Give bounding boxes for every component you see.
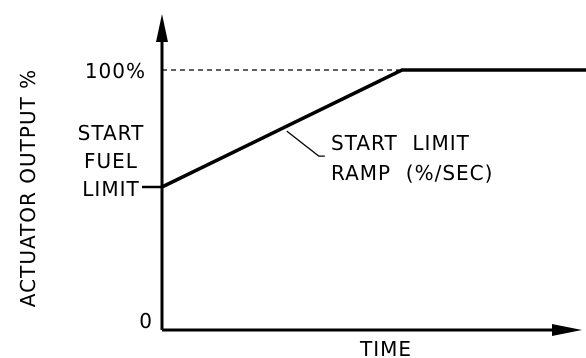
y-tick-label-0: 0 [139,309,153,333]
annotation-limit: LIMIT [82,177,139,201]
annotation-fuel: FUEL [84,149,138,173]
annotation-ramp-rate: RAMP (%/SEC) [331,161,493,185]
y-axis-label: ACTUATOR OUTPUT % [16,69,40,307]
x-axis-label: TIME [359,337,412,358]
x-axis-arrowhead [552,324,582,336]
annotation-start-limit: START LIMIT [331,131,470,155]
y-tick-label-100: 100% [85,59,146,83]
annotation-start: START [78,121,145,145]
y-axis-arrowhead [156,14,168,42]
series-line-actuator-output [161,68,586,189]
ramp-leader-line [286,130,325,157]
